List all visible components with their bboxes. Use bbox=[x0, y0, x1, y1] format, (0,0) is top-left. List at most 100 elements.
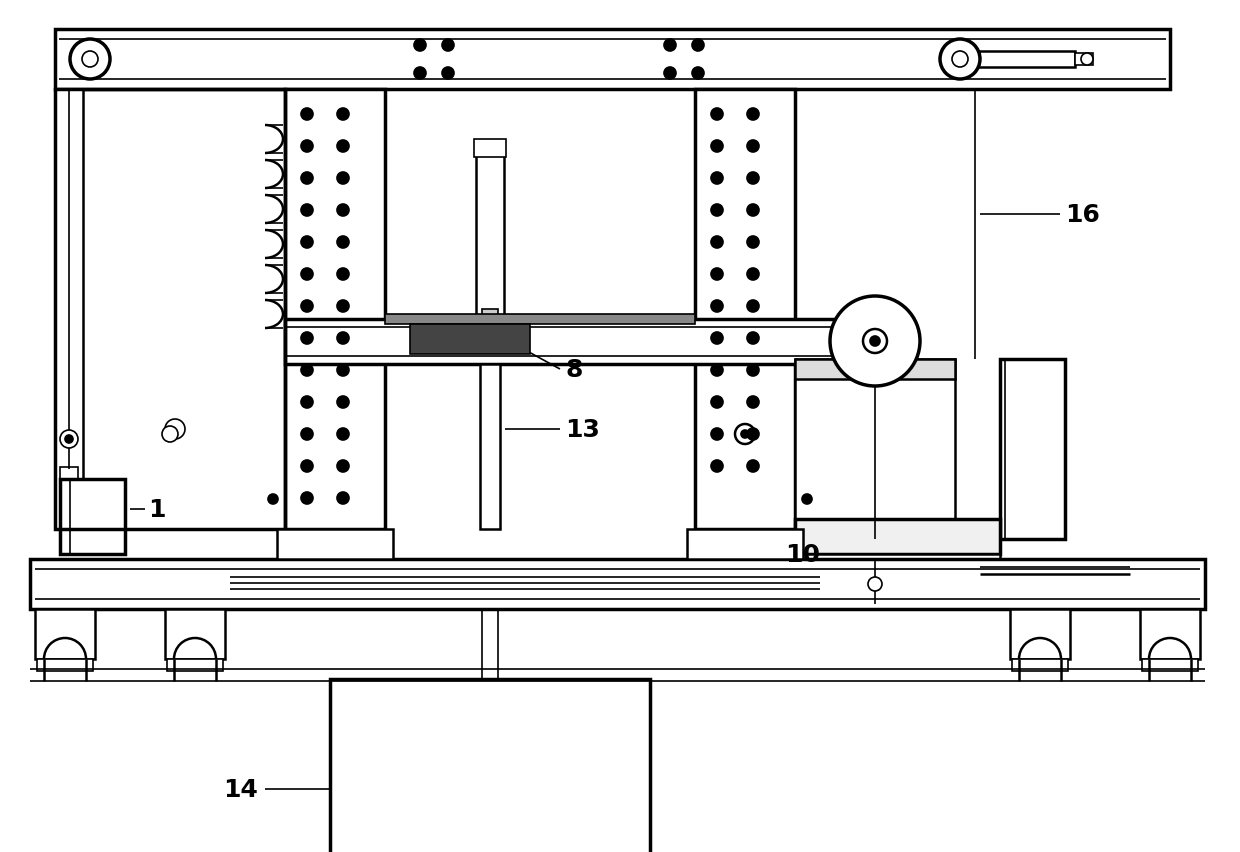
Circle shape bbox=[746, 204, 759, 216]
Circle shape bbox=[711, 429, 723, 440]
Circle shape bbox=[64, 435, 73, 444]
Bar bbox=[35, 609, 95, 659]
Bar bbox=[285, 90, 384, 529]
Bar bbox=[474, 140, 506, 158]
Bar bbox=[55, 30, 1171, 90]
Circle shape bbox=[441, 40, 454, 52]
Circle shape bbox=[663, 68, 676, 80]
Circle shape bbox=[301, 301, 312, 313]
Bar bbox=[30, 560, 1205, 609]
Circle shape bbox=[301, 237, 312, 249]
Circle shape bbox=[746, 141, 759, 153]
Text: 13: 13 bbox=[565, 417, 600, 441]
Bar bbox=[167, 659, 223, 671]
Bar bbox=[866, 539, 885, 561]
Circle shape bbox=[868, 578, 882, 591]
Circle shape bbox=[746, 301, 759, 313]
Circle shape bbox=[742, 430, 749, 439]
Circle shape bbox=[337, 396, 348, 408]
Circle shape bbox=[692, 68, 704, 80]
Circle shape bbox=[711, 332, 723, 344]
Circle shape bbox=[301, 332, 312, 344]
Circle shape bbox=[940, 40, 980, 80]
Circle shape bbox=[830, 296, 920, 387]
Bar bbox=[1115, 564, 1140, 582]
Circle shape bbox=[746, 268, 759, 280]
Circle shape bbox=[746, 332, 759, 344]
Circle shape bbox=[1081, 54, 1092, 66]
Circle shape bbox=[711, 204, 723, 216]
Circle shape bbox=[746, 109, 759, 121]
Circle shape bbox=[337, 460, 348, 473]
Bar bbox=[795, 360, 955, 529]
Circle shape bbox=[337, 429, 348, 440]
Bar bbox=[330, 679, 650, 852]
Bar bbox=[795, 555, 999, 574]
Circle shape bbox=[711, 141, 723, 153]
Circle shape bbox=[863, 330, 887, 354]
Circle shape bbox=[301, 492, 312, 504]
Circle shape bbox=[952, 52, 968, 68]
Circle shape bbox=[337, 204, 348, 216]
Bar bbox=[795, 520, 999, 555]
Circle shape bbox=[802, 494, 812, 504]
Bar bbox=[1075, 54, 1092, 66]
Circle shape bbox=[337, 332, 348, 344]
Text: 10: 10 bbox=[785, 543, 820, 567]
Circle shape bbox=[441, 68, 454, 80]
Circle shape bbox=[301, 204, 312, 216]
Text: 14: 14 bbox=[223, 777, 258, 801]
Bar bbox=[60, 480, 125, 555]
Text: 8: 8 bbox=[565, 358, 583, 382]
Circle shape bbox=[337, 109, 348, 121]
Circle shape bbox=[301, 268, 312, 280]
Circle shape bbox=[337, 301, 348, 313]
Bar bbox=[1142, 659, 1198, 671]
Circle shape bbox=[337, 268, 348, 280]
Circle shape bbox=[711, 396, 723, 408]
Circle shape bbox=[301, 109, 312, 121]
Bar bbox=[480, 365, 500, 529]
Circle shape bbox=[414, 40, 427, 52]
Circle shape bbox=[301, 141, 312, 153]
Circle shape bbox=[711, 173, 723, 185]
Bar bbox=[694, 90, 795, 529]
Bar bbox=[999, 360, 1065, 539]
Circle shape bbox=[60, 430, 78, 448]
Circle shape bbox=[746, 460, 759, 473]
Bar bbox=[476, 155, 503, 320]
Bar bbox=[384, 314, 694, 325]
Circle shape bbox=[337, 141, 348, 153]
Circle shape bbox=[870, 337, 880, 347]
Bar bbox=[410, 325, 529, 354]
Circle shape bbox=[337, 365, 348, 377]
Circle shape bbox=[663, 40, 676, 52]
Circle shape bbox=[162, 427, 179, 442]
Circle shape bbox=[735, 424, 755, 445]
Circle shape bbox=[165, 419, 185, 440]
Circle shape bbox=[711, 109, 723, 121]
Bar bbox=[1012, 659, 1068, 671]
Circle shape bbox=[711, 301, 723, 313]
Text: 1: 1 bbox=[148, 498, 165, 521]
Circle shape bbox=[746, 173, 759, 185]
Bar bbox=[285, 320, 870, 365]
Circle shape bbox=[69, 40, 110, 80]
Circle shape bbox=[692, 40, 704, 52]
Circle shape bbox=[711, 268, 723, 280]
Bar bbox=[55, 90, 285, 529]
Bar bbox=[795, 520, 999, 555]
Circle shape bbox=[414, 68, 427, 80]
Bar bbox=[55, 90, 83, 529]
Circle shape bbox=[337, 173, 348, 185]
Circle shape bbox=[337, 492, 348, 504]
Circle shape bbox=[711, 365, 723, 377]
Circle shape bbox=[301, 365, 312, 377]
Bar bbox=[795, 360, 955, 379]
Bar bbox=[60, 468, 78, 480]
Circle shape bbox=[301, 460, 312, 473]
Bar bbox=[277, 529, 393, 560]
Bar bbox=[165, 609, 224, 659]
Circle shape bbox=[301, 396, 312, 408]
Circle shape bbox=[82, 52, 98, 68]
